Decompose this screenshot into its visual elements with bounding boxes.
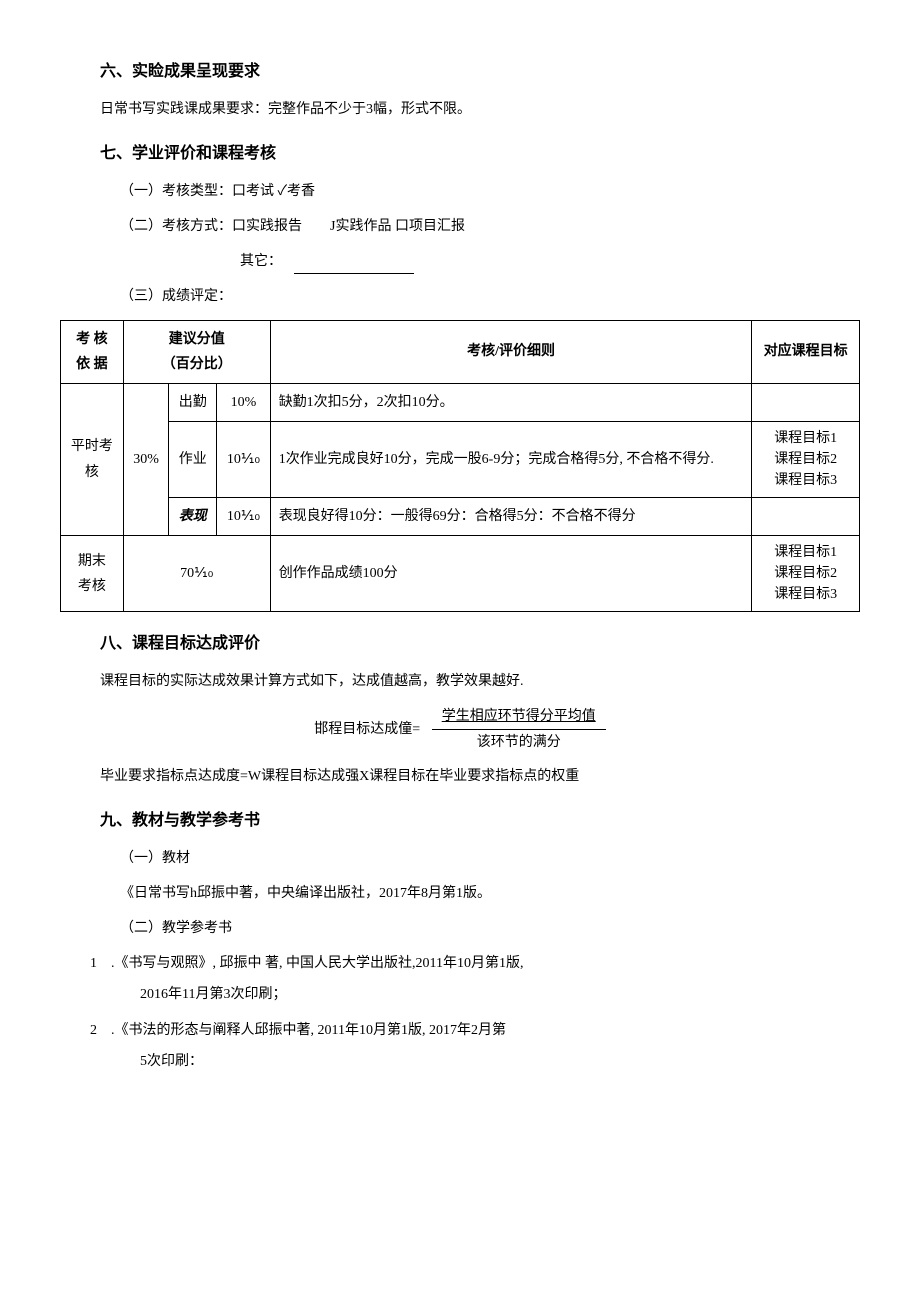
cell-group-pct-usual: 30% — [123, 383, 168, 535]
assessment-method-line: （二）考核方式：口实践报告 J实践作品 口项目汇报 — [120, 214, 860, 239]
formula-label: 邯程目标达成僮= — [314, 717, 420, 742]
formula-fraction: 学生相应环节得分平均值 该环节的满分 — [432, 704, 606, 755]
sub-reference-label: （二）教学参考书 — [120, 916, 860, 941]
textbook-1: 《日常书写h邱振中著，中央编译出版社，2017年8月第1版。 — [120, 881, 860, 906]
formula-denominator: 该环节的满分 — [432, 730, 606, 755]
reference-2-line1: 2 .《书法的形态与阐释人邱振中著, 2011年10月第1版, 2017年2月第 — [90, 1018, 860, 1043]
assessment-table: 考 核 依 据 建议分值 （百分比） 考核/评价细则 对应课程目标 平时考 核 … — [60, 320, 860, 613]
reference-1-line1: 1 .《书写与观照》, 邱振中 著, 中国人民大学出版社,2011年10月第1版… — [90, 951, 860, 976]
cell-target-final: 课程目标1 课程目标2 课程目标3 — [752, 536, 860, 612]
cell-group-final: 期末 考核 — [61, 536, 124, 612]
cell-rule-homework: 1次作业完成良好10分，完成一股6-9分；完成合格得5分, 不合格不得分. — [270, 422, 752, 498]
grading-label: （三）成绩评定： — [120, 284, 860, 309]
cell-sub-attendance: 出勤 — [169, 383, 217, 421]
cell-sub-performance: 表现 — [169, 498, 217, 536]
other-line: 其它： — [240, 249, 860, 274]
section-9-title: 九、教材与教学参考书 — [100, 807, 860, 836]
cell-sub-homework: 作业 — [169, 422, 217, 498]
table-row: 作业 10⅒ 1次作业完成良好10分，完成一股6-9分；完成合格得5分, 不合格… — [61, 422, 860, 498]
table-header-row: 考 核 依 据 建议分值 （百分比） 考核/评价细则 对应课程目标 — [61, 320, 860, 383]
formula-1: 邯程目标达成僮= 学生相应环节得分平均值 该环节的满分 — [60, 704, 860, 755]
th-basis: 考 核 依 据 — [61, 320, 124, 383]
th-target: 对应课程目标 — [752, 320, 860, 383]
table-row: 表现 10⅒ 表现良好得10分：一般得69分：合格得5分：不合格不得分 — [61, 498, 860, 536]
cell-rule-final: 创作作品成绩100分 — [270, 536, 752, 612]
cell-target-performance — [752, 498, 860, 536]
formula-numerator: 学生相应环节得分平均值 — [432, 704, 606, 730]
table-row: 期末 考核 70⅒ 创作作品成绩100分 课程目标1 课程目标2 课程目标3 — [61, 536, 860, 612]
reference-1-line2: 2016年11月第3次印刷； — [140, 982, 860, 1007]
reference-2-line2: 5次印刷： — [140, 1049, 860, 1074]
cell-rule-attendance: 缺勤1次扣5分，2次扣10分。 — [270, 383, 752, 421]
cell-rule-performance: 表现良好得10分：一般得69分：合格得5分：不合格不得分 — [270, 498, 752, 536]
section-6-body: 日常书写实践课成果要求：完整作品不少于3幅，形式不限。 — [100, 97, 860, 122]
section-8-intro: 课程目标的实际达成效果计算方式如下，达成值越高，教学效果越好. — [100, 669, 860, 694]
cell-group-usual: 平时考 核 — [61, 383, 124, 535]
cell-pct-homework: 10⅒ — [217, 422, 270, 498]
cell-pct-attendance: 10% — [217, 383, 270, 421]
section-8-title: 八、课程目标达成评价 — [100, 630, 860, 659]
section-7-title: 七、学业评价和课程考核 — [100, 140, 860, 169]
sub-textbook-label: （一）教材 — [120, 846, 860, 871]
cell-group-pct-final: 70⅒ — [123, 536, 270, 612]
cell-target-homework: 课程目标1 课程目标2 课程目标3 — [752, 422, 860, 498]
cell-target-attendance — [752, 383, 860, 421]
assessment-type-line: （一）考核类型：口考试 ✓考香 — [120, 179, 860, 204]
section-6-title: 六、实睑成果呈现要求 — [100, 58, 860, 87]
table-row: 平时考 核 30% 出勤 10% 缺勤1次扣5分，2次扣10分。 — [61, 383, 860, 421]
formula-2: 毕业要求指标点达成度=W课程目标达成强X课程目标在毕业要求指标点的权重 — [100, 764, 860, 789]
th-rule: 考核/评价细则 — [270, 320, 752, 383]
cell-pct-performance: 10⅒ — [217, 498, 270, 536]
blank-underline — [294, 259, 414, 274]
th-suggested-score: 建议分值 （百分比） — [123, 320, 270, 383]
other-label: 其它： — [240, 254, 282, 269]
